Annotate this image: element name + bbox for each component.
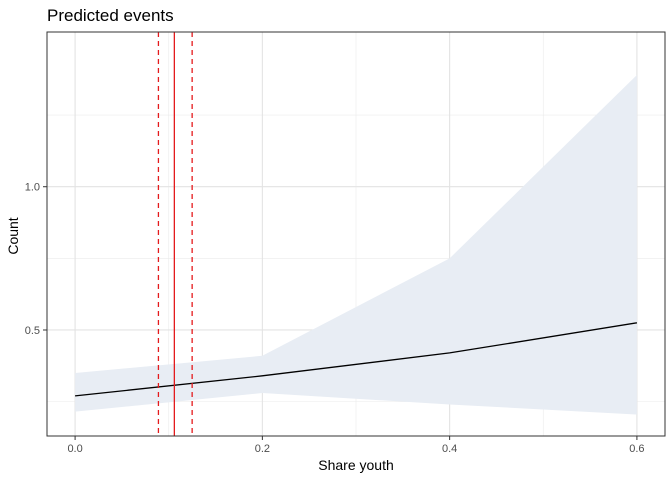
x-axis-title: Share youth	[318, 457, 394, 473]
confidence-ribbon	[75, 74, 637, 415]
confidence-ribbon-layer	[75, 74, 637, 415]
panel-border	[46, 31, 666, 437]
y-axis-title: Count	[5, 217, 21, 254]
y-tick-label: 0.5	[25, 325, 40, 337]
y-axis: 0.5 1.0	[25, 182, 47, 337]
x-tick-label: 0.2	[255, 443, 270, 455]
y-tick-label: 1.0	[25, 182, 40, 194]
x-tick-label: 0.0	[67, 443, 82, 455]
chart-title: Predicted events	[47, 6, 174, 25]
prediction-line-layer	[75, 322, 638, 397]
x-tick-label: 0.6	[629, 443, 644, 455]
x-axis: 0.0 0.2 0.4 0.6	[67, 436, 645, 455]
x-tick-label: 0.4	[442, 443, 457, 455]
prediction-line	[75, 322, 638, 397]
reference-lines-layer	[157, 32, 193, 436]
